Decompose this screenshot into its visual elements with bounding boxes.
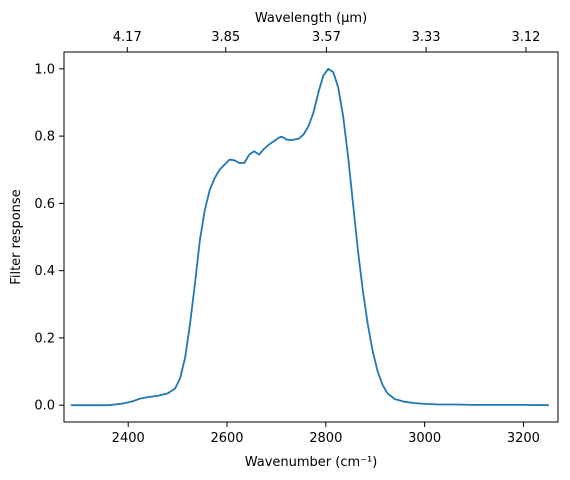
x-tick-label: 2800 [309, 431, 342, 446]
top-x-tick-label: 3.85 [211, 30, 240, 45]
y-tick-label: 0.4 [34, 264, 55, 279]
plot-area-frame [63, 51, 559, 423]
series-layer [70, 67, 550, 407]
y-tick-label: 0.8 [34, 130, 55, 145]
top-x-tick-label: 3.57 [312, 30, 341, 45]
top-x-tick-label: 4.17 [113, 30, 142, 45]
x-tick-label: 3000 [408, 431, 441, 446]
x-tick-label: 2400 [112, 431, 145, 446]
x-tick-label: 2600 [210, 431, 243, 446]
y-tick-label: 0.0 [34, 399, 55, 414]
axis-tick-labels: 2400 2600 2800 3000 3200 0.0 0.2 0.4 0.6 0.8 1.0 4.… [34, 30, 540, 446]
axis-ticks [59, 47, 527, 427]
top-x-axis-label: Wavelength (μm) [255, 11, 367, 26]
y-tick-label: 0.2 [34, 331, 55, 346]
top-x-tick-label: 3.12 [511, 30, 540, 45]
x-tick-label: 3200 [507, 431, 540, 446]
y-tick-label: 0.6 [34, 197, 55, 212]
y-tick-label: 1.0 [34, 62, 55, 77]
filter-response-line [70, 67, 550, 407]
top-x-tick-label: 3.33 [412, 30, 441, 45]
x-axis-label: Wavenumber (cm⁻¹) [245, 455, 378, 470]
y-axis-label: Filter response [9, 189, 24, 284]
